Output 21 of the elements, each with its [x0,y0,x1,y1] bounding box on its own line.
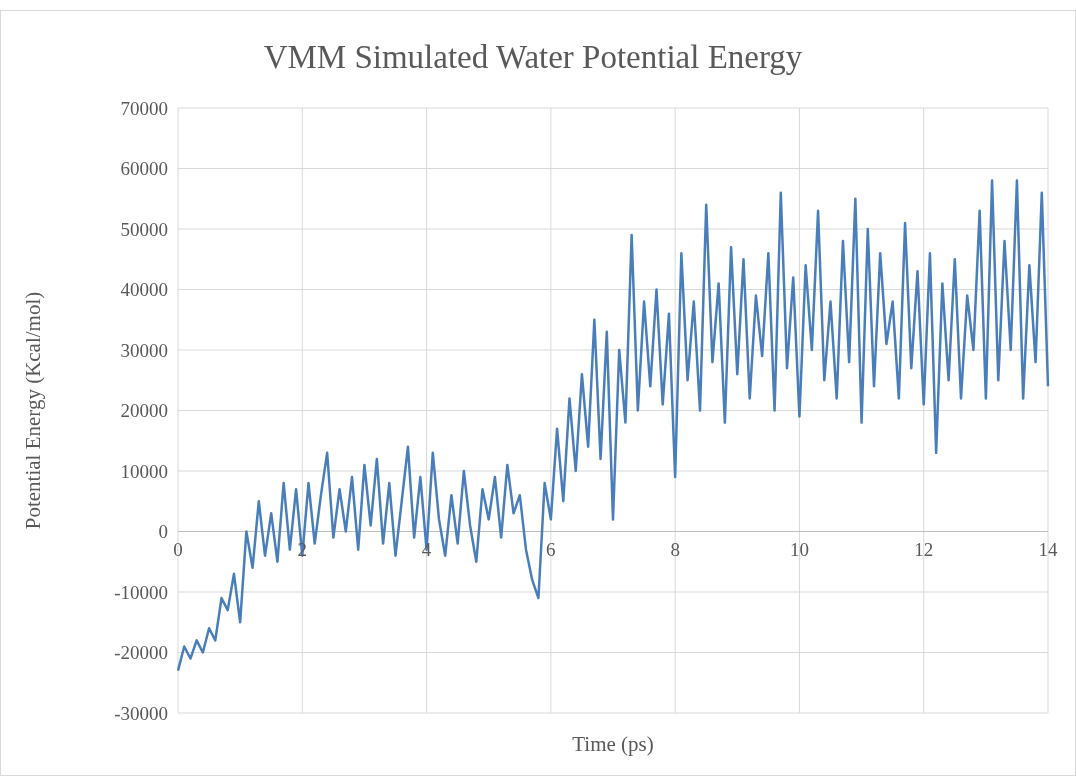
x-tick-label: 8 [670,538,680,560]
x-tick-label: 12 [914,538,934,560]
y-tick-label: 70000 [120,97,168,119]
y-tick-label: 40000 [120,279,168,301]
y-tick-label: -10000 [114,581,168,603]
y-tick-label: 0 [158,521,168,543]
x-axis-title: Time (ps) [572,732,654,756]
y-tick-label: 50000 [120,218,168,240]
y-axis-title: Potential Energy (Kcal/mol) [21,291,45,530]
x-tick-label: 6 [546,538,556,560]
x-tick-label: 4 [421,538,432,560]
x-tick-label: 10 [789,538,809,560]
y-tick-label: -20000 [114,642,168,664]
x-tick-label: 14 [1038,538,1058,560]
chart-title: VMM Simulated Water Potential Energy [263,39,803,75]
y-tick-label: -30000 [114,702,168,724]
y-tick-label: 60000 [120,158,168,180]
x-tick-label: 0 [173,538,183,560]
y-tick-label: 20000 [120,400,168,422]
y-tick-label: 10000 [120,460,168,482]
y-tick-label: 30000 [120,339,168,361]
